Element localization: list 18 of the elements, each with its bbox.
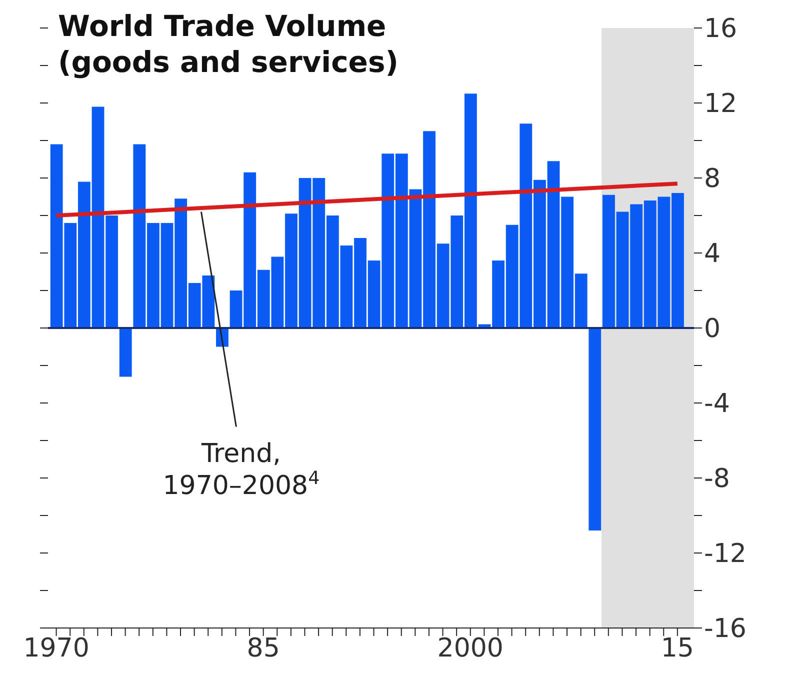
y-tick-label: 0 (704, 314, 721, 344)
annotation: Trend, 1970–2008$^{4}$ (162, 438, 320, 501)
y-tick-label: 12 (704, 89, 738, 120)
y-tick-label: -12 (704, 539, 746, 570)
y-tick-label: -4 (704, 389, 730, 420)
y-tick-label: 16 (704, 14, 738, 44)
bar (119, 328, 132, 377)
y-tick-label: 4 (704, 239, 721, 270)
x-tick-label: 2000 (437, 633, 504, 664)
x-tick-label: 15 (660, 633, 694, 664)
chart-title: World Trade Volume (58, 8, 388, 44)
x-tick-label: 1970 (23, 633, 90, 664)
bar (588, 328, 602, 530)
y-tick-label: -16 (704, 614, 746, 644)
y-tick-label: 8 (704, 164, 721, 194)
y-tick-label: -8 (704, 464, 730, 494)
text: (goods and services) (58, 44, 398, 80)
x-tick-label: 85 (246, 633, 280, 664)
